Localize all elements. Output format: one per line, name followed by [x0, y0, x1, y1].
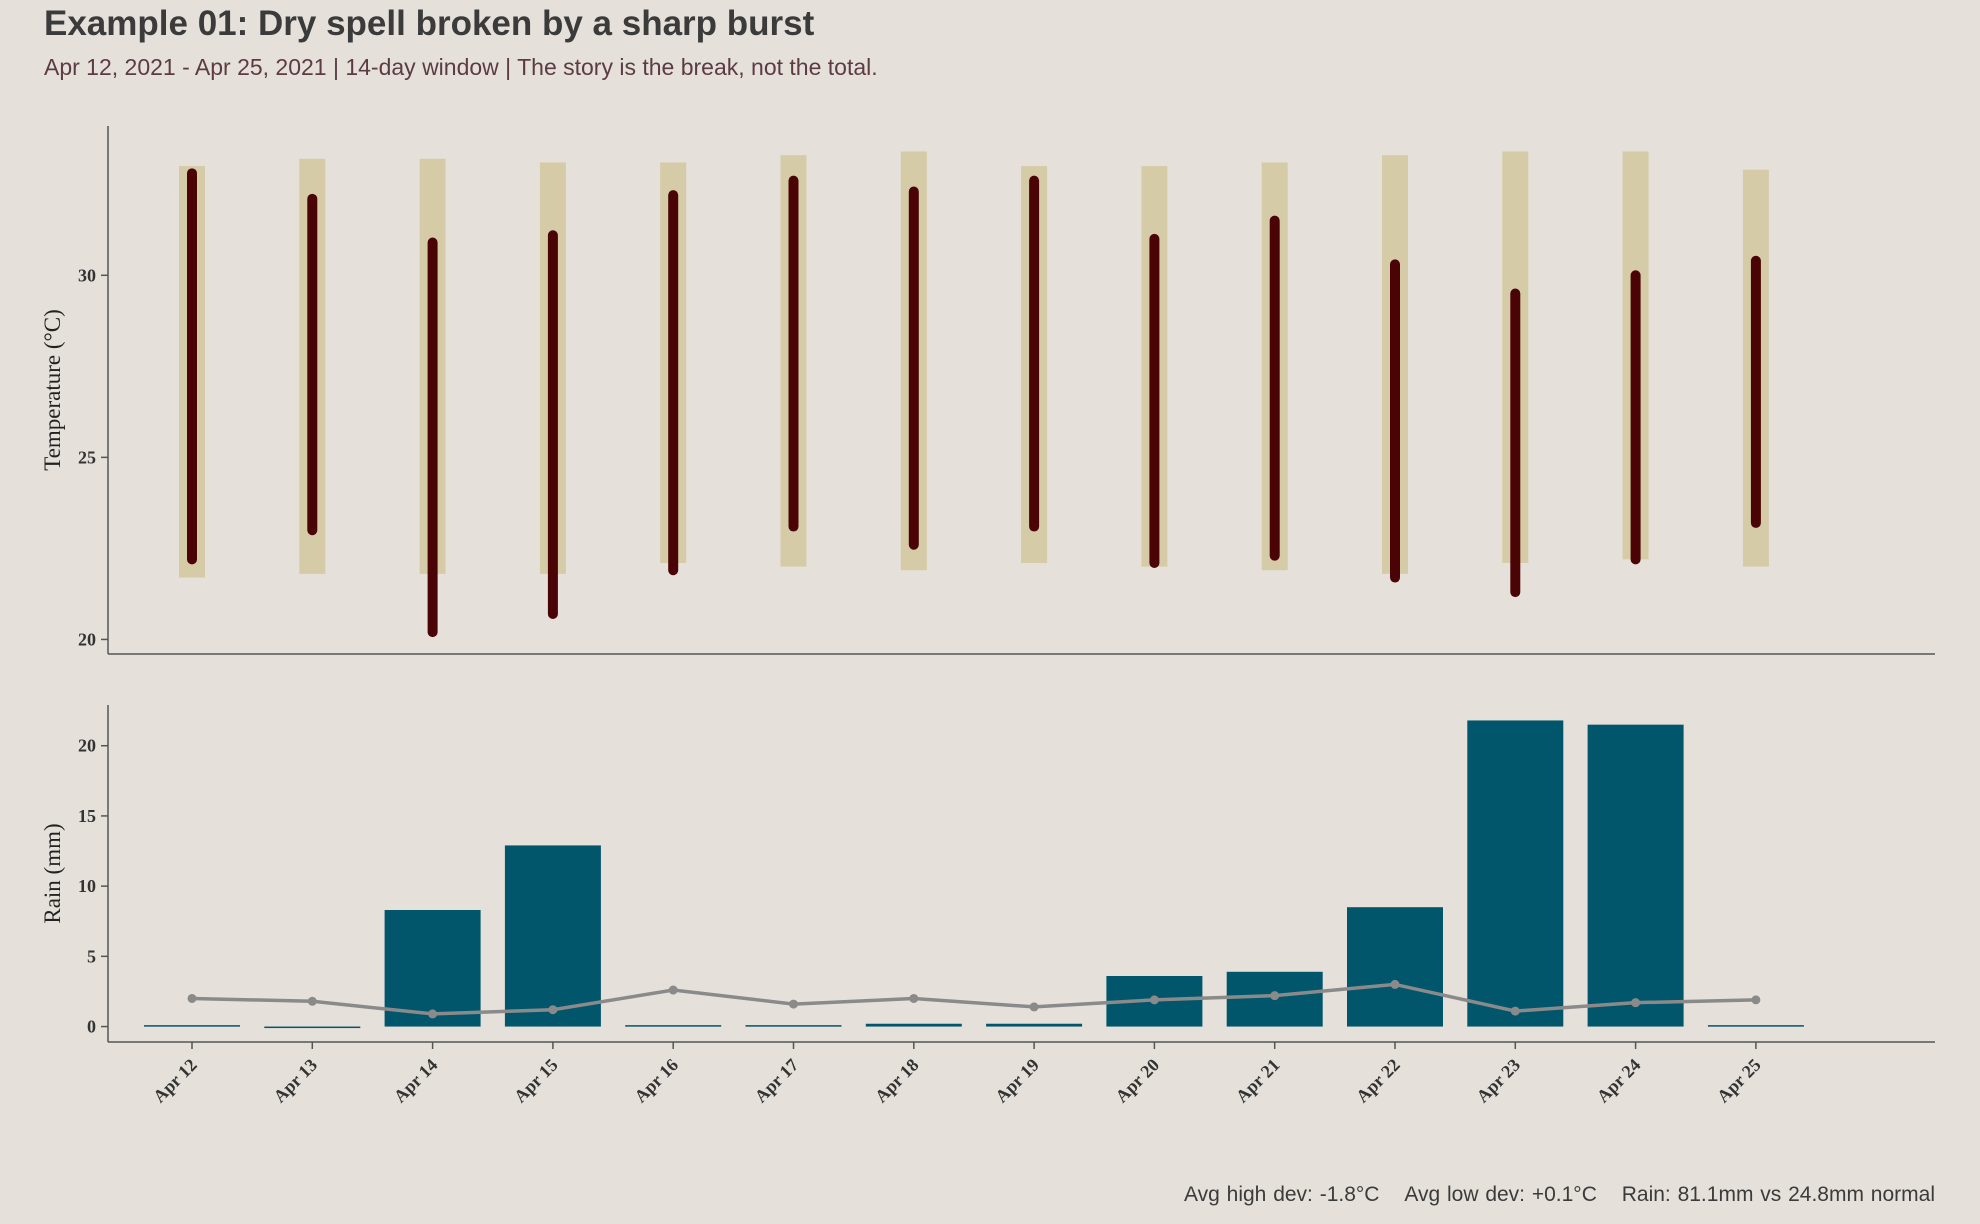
normal-rain-point — [668, 985, 678, 995]
normal-rain-point — [1631, 998, 1641, 1008]
rain-bar — [504, 845, 601, 1027]
rain-y-tick-label: 10 — [78, 876, 96, 896]
x-tick-label: Apr 20 — [1111, 1055, 1163, 1107]
temp-y-tick-label: 20 — [78, 629, 96, 649]
x-tick-label: Apr 12 — [149, 1055, 201, 1107]
x-tick-label: Apr 21 — [1232, 1055, 1284, 1107]
rain-y-tick-label: 0 — [87, 1017, 96, 1037]
rain-bar — [1587, 724, 1684, 1027]
normal-rain-point — [1510, 1006, 1520, 1016]
rain-bar — [625, 1025, 722, 1027]
x-tick-label: Apr 16 — [630, 1055, 682, 1107]
rain-bar — [264, 1026, 361, 1029]
x-tick-label: Apr 15 — [510, 1055, 562, 1107]
normal-rain-point — [1751, 995, 1761, 1005]
summary-stats: Avg high dev: -1.8°C Avg low dev: +0.1°C… — [1166, 1183, 1935, 1207]
normal-rain-line — [191, 982, 1756, 1016]
x-tick-label: Apr 17 — [751, 1055, 803, 1107]
chart-title: Example 01: Dry spell broken by a sharp … — [44, 4, 815, 43]
temp-y-tick-label: 30 — [78, 265, 96, 285]
rain-bar — [384, 910, 481, 1027]
normal-rain-point — [789, 999, 798, 1009]
temp-y-axis-title: Temperature (°C) — [40, 309, 65, 470]
x-tick-label: Apr 23 — [1472, 1055, 1524, 1107]
rain-panel: 0 5 10 15 20 Rain (mm) — [40, 705, 1935, 1043]
normal-rain-point — [187, 993, 197, 1003]
x-tick-label: Apr 25 — [1713, 1055, 1765, 1107]
rain-bar — [745, 1025, 842, 1027]
temperature-panel: 20 25 30 Temperature (°C) — [40, 126, 1935, 655]
normal-rain-point — [1270, 991, 1280, 1001]
normal-rain-point — [909, 993, 919, 1003]
rain-summary: Rain: 81.1mm vs 24.8mm normal — [1621, 1183, 1935, 1206]
rain-y-axis-title: Rain (mm) — [40, 823, 65, 923]
rain-bar — [1347, 907, 1443, 1027]
normal-rain-point — [548, 1005, 558, 1015]
normal-rain-point — [307, 996, 317, 1006]
chart-subtitle: Apr 12, 2021 - Apr 25, 2021 | 14-day win… — [44, 54, 878, 80]
temp-y-tick-label: 25 — [78, 447, 96, 467]
normal-rain-point — [1029, 1002, 1039, 1012]
x-tick-label: Apr 19 — [991, 1055, 1043, 1107]
rain-bar — [865, 1023, 962, 1027]
rain-bar — [1467, 720, 1564, 1027]
avg-low-deviation: Avg low dev: +0.1°C — [1404, 1183, 1597, 1206]
x-tick-label: Apr 14 — [390, 1055, 442, 1107]
rain-bar — [144, 1025, 240, 1027]
avg-high-deviation: Avg high dev: -1.8°C — [1184, 1183, 1380, 1206]
normal-rain-point — [428, 1009, 438, 1019]
normal-rain-point — [1390, 979, 1400, 989]
x-tick-label: Apr 13 — [269, 1055, 321, 1107]
rain-bar — [1707, 1025, 1804, 1027]
rain-y-tick-label: 20 — [78, 736, 96, 756]
rain-y-tick-label: 15 — [78, 806, 96, 826]
x-tick-label: Apr 22 — [1352, 1055, 1404, 1107]
x-tick-label: Apr 18 — [871, 1055, 923, 1107]
x-tick-label: Apr 24 — [1593, 1055, 1645, 1107]
rain-bar — [986, 1023, 1083, 1027]
rain-y-tick-label: 5 — [87, 946, 96, 966]
normal-rain-point — [1149, 995, 1159, 1005]
x-axis: Apr 12 Apr 13 Apr 14 Apr 15 Apr 16 Apr 17 Apr … — [149, 1042, 1765, 1106]
